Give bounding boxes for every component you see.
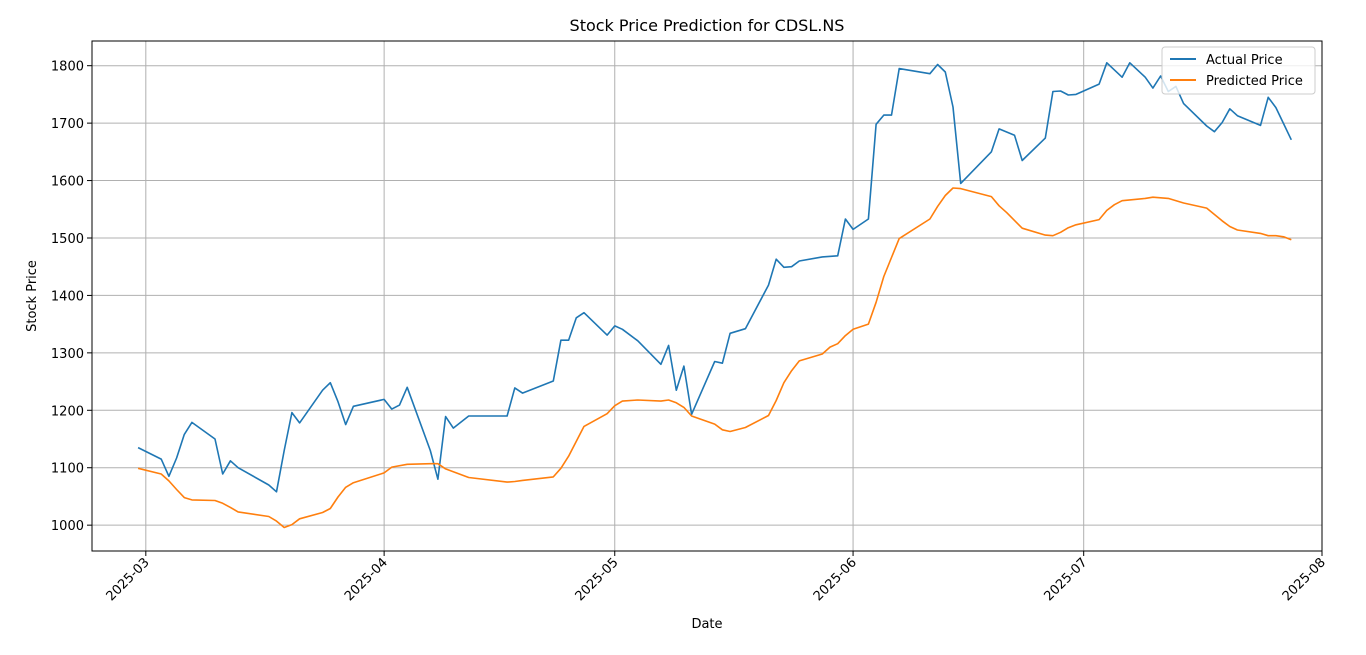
- x-tick-label: 2025-05: [573, 555, 622, 604]
- legend-label-predicted: Predicted Price: [1206, 74, 1303, 89]
- series-line-predicted-price: [137, 187, 1292, 529]
- x-axis-ticks: 2025-03 2025-04 2025-05 2025-06 2025-07 2025-…: [104, 551, 1329, 604]
- y-tick-label: 1700: [51, 117, 84, 132]
- x-tick-label: 2025-07: [1041, 555, 1090, 604]
- y-tick-label: 1800: [51, 60, 84, 75]
- y-tick-label: 1100: [51, 462, 84, 477]
- y-axis-label: Stock Price: [25, 260, 40, 332]
- x-tick-label: 2025-08: [1280, 555, 1329, 604]
- x-axis-label: Date: [691, 617, 722, 632]
- y-tick-label: 1000: [51, 519, 84, 534]
- y-tick-label: 1400: [51, 289, 84, 304]
- y-tick-label: 1300: [51, 347, 84, 362]
- x-tick-label: 2025-04: [342, 555, 391, 604]
- y-tick-label: 1200: [51, 404, 84, 419]
- y-tick-label: 1600: [51, 175, 84, 190]
- chart-title: Stock Price Prediction for CDSL.NS: [570, 16, 845, 35]
- legend: Actual Price Predicted Price: [1161, 46, 1316, 95]
- series-lines: [137, 61, 1293, 529]
- legend-box: [1161, 46, 1316, 95]
- y-tick-label: 1500: [51, 232, 84, 247]
- y-axis-ticks: 1000 1100 1200 1300 1400 1500 1600 1700 1800: [51, 60, 92, 534]
- legend-label-actual: Actual Price: [1206, 53, 1283, 68]
- grid-lines: [92, 41, 1323, 551]
- plot-frame: [91, 40, 1323, 552]
- series-line-actual-price: [137, 61, 1293, 493]
- x-tick-label: 2025-03: [104, 555, 153, 604]
- x-tick-label: 2025-06: [811, 555, 860, 604]
